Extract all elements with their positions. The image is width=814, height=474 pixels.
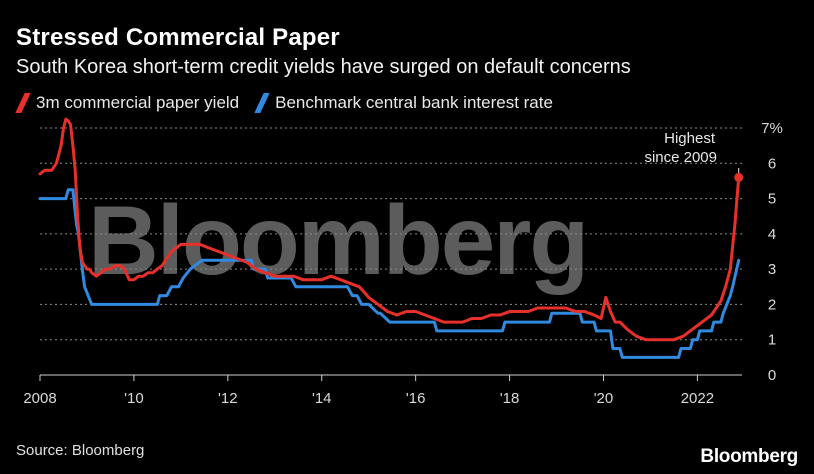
- series-lines: [38, 117, 741, 359]
- legend: 3m commercial paper yield Benchmark cent…: [14, 93, 567, 113]
- x-tick-label: 2008: [23, 390, 56, 407]
- y-tick-label: 2: [768, 296, 776, 313]
- bloomberg-logo: Bloomberg: [700, 446, 798, 467]
- x-tick-label: 2022: [681, 390, 714, 407]
- highlight-point: [734, 172, 744, 182]
- x-tick-label: '12: [218, 390, 238, 407]
- y-tick-label: 6: [768, 155, 776, 172]
- x-tick-label: '18: [500, 390, 520, 407]
- y-tick-label: 1: [768, 332, 776, 349]
- annotation-line-1: Highest: [664, 130, 716, 147]
- legend-label-policy-rate: Benchmark central bank interest rate: [275, 93, 553, 112]
- x-tick-label: '20: [594, 390, 614, 407]
- legend-item-policy-rate: Benchmark central bank interest rate: [253, 93, 553, 113]
- chart-title: Stressed Commercial Paper: [16, 24, 340, 51]
- series-line-policy-rate: [38, 188, 741, 359]
- annotation-line-2: since 2009: [644, 149, 717, 166]
- x-tick-label: '14: [312, 390, 332, 407]
- x-tick-label: '10: [124, 390, 144, 407]
- x-tick-label: '16: [406, 390, 426, 407]
- y-tick-label: 4: [768, 226, 776, 243]
- y-tick-label: 7%: [761, 120, 783, 137]
- chart-subtitle: South Korea short-term credit yields hav…: [16, 56, 631, 78]
- series-line-cp-yield: [38, 117, 741, 342]
- y-axis: 0 1 2 3 4 5 6 7%: [761, 120, 783, 384]
- annotation: Highest since 2009: [644, 130, 744, 182]
- x-axis: 2008 '10 '12 '14 '16 '18 '20 2022: [23, 374, 742, 407]
- y-tick-label: 0: [768, 367, 776, 384]
- legend-label-cp-yield: 3m commercial paper yield: [36, 93, 240, 112]
- y-tick-label: 3: [768, 261, 776, 278]
- watermark-text: Bloomberg: [88, 185, 587, 295]
- legend-item-cp-yield: 3m commercial paper yield: [14, 93, 239, 113]
- source-note: Source: Bloomberg: [16, 442, 145, 459]
- gridlines: [40, 127, 742, 341]
- y-tick-label: 5: [768, 191, 776, 208]
